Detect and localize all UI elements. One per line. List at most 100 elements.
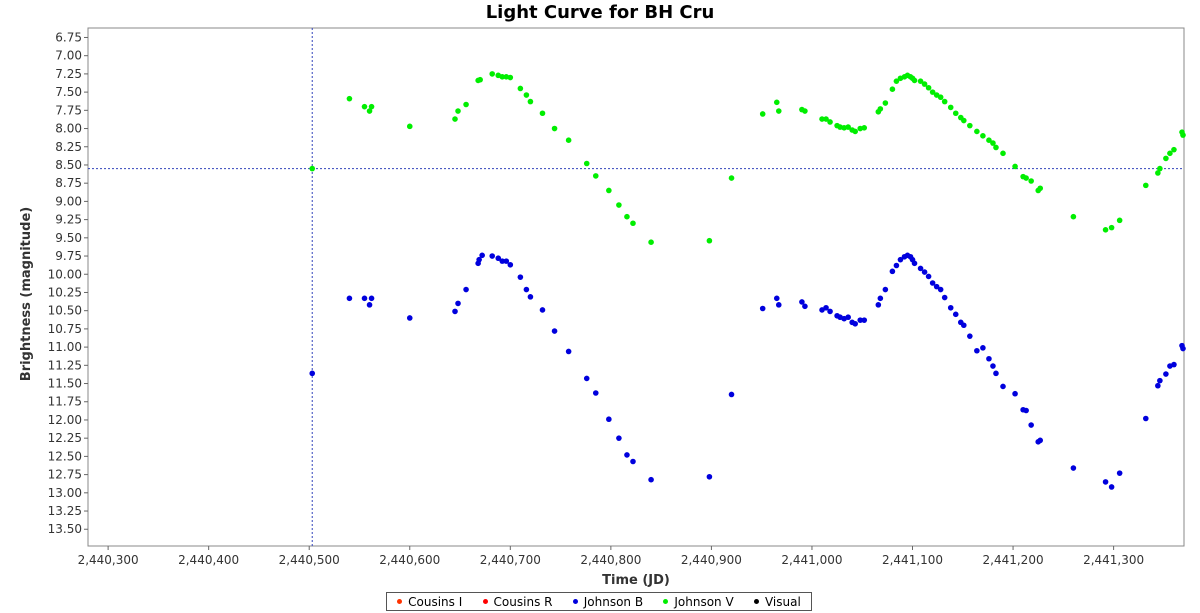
johnson-b-point — [1163, 371, 1169, 377]
johnson-b-point — [823, 304, 829, 311]
johnson-v-point — [1142, 182, 1149, 189]
johnson-b-point — [882, 286, 889, 293]
johnson-b-point — [921, 269, 928, 275]
y-tick-label: 8.75 — [55, 176, 82, 190]
johnson-b-point — [993, 370, 999, 377]
johnson-v-point — [819, 116, 825, 122]
y-tick-label: 10.25 — [48, 285, 82, 299]
x-tick-label: 2,440,600 — [379, 553, 440, 567]
johnson-v-point — [606, 187, 612, 194]
johnson-b-point — [1037, 437, 1044, 444]
x-tick-label: 2,440,700 — [480, 553, 541, 567]
johnson-b-point — [911, 260, 918, 267]
johnson-v-point — [993, 144, 999, 151]
legend-marker-cousins-i — [397, 599, 403, 604]
legend-label: Cousins R — [493, 594, 553, 609]
johnson-v-point — [455, 108, 461, 114]
johnson-v-point — [974, 128, 980, 135]
johnson-b-point — [1108, 484, 1115, 490]
y-tick-label: 9.50 — [55, 231, 82, 245]
johnson-b-point — [346, 295, 353, 302]
johnson-v-point — [1028, 178, 1034, 184]
johnson-v-point — [507, 74, 514, 81]
johnson-b-point — [897, 256, 904, 263]
johnson-v-point — [539, 110, 546, 117]
y-tick-label: 11.50 — [48, 377, 82, 391]
johnson-v-point — [1000, 150, 1006, 157]
johnson-v-point — [616, 202, 622, 208]
johnson-b-point — [630, 458, 636, 465]
johnson-b-point — [463, 286, 469, 293]
johnson-b-point — [592, 390, 599, 396]
johnson-b-point — [517, 274, 524, 280]
johnson-v-point — [624, 213, 630, 220]
y-tick-label: 12.50 — [48, 449, 82, 463]
johnson-b-point — [565, 348, 572, 355]
johnson-v-point — [925, 84, 932, 91]
x-tick-label: 2,440,300 — [78, 553, 139, 567]
johnson-v-point — [990, 140, 996, 146]
johnson-v-point — [917, 78, 924, 84]
legend-marker-johnson-b — [572, 599, 578, 604]
johnson-b-point — [624, 452, 630, 458]
johnson-b-point — [933, 283, 940, 290]
johnson-v-point — [1102, 227, 1109, 233]
johnson-b-point — [877, 295, 884, 302]
johnson-v-point — [630, 220, 636, 227]
y-axis-label: Brightness (magnitude) — [19, 207, 34, 381]
johnson-b-point — [551, 328, 558, 334]
johnson-v-point — [759, 111, 766, 117]
johnson-v-point — [551, 125, 558, 132]
johnson-b-point — [495, 255, 502, 262]
johnson-b-point — [616, 435, 622, 441]
johnson-b-point — [1180, 345, 1186, 352]
johnson-b-point — [489, 253, 496, 259]
johnson-v-point — [406, 123, 413, 130]
johnson-v-point — [368, 103, 375, 110]
johnson-b-point — [925, 273, 932, 280]
johnson-b-point — [406, 315, 413, 321]
legend-item-cousins-i: Cousins I — [397, 595, 462, 609]
johnson-v-point — [648, 239, 654, 245]
johnson-b-point — [309, 370, 316, 377]
johnson-b-point — [452, 308, 458, 315]
johnson-v-point — [1155, 170, 1161, 176]
johnson-b-point — [523, 286, 530, 293]
johnson-v-point — [499, 74, 506, 80]
x-tick-label: 2,440,400 — [178, 553, 239, 567]
johnson-b-point — [937, 286, 944, 293]
johnson-v-point — [1023, 175, 1029, 181]
johnson-b-point — [960, 322, 967, 329]
legend-item-johnson-v: Johnson V — [663, 594, 734, 609]
johnson-b-point — [1171, 361, 1177, 368]
legend-label: Visual — [764, 594, 801, 609]
legend-item-cousins-r: Cousins R — [482, 594, 553, 609]
johnson-v-point — [523, 92, 530, 98]
legend-label: Johnson B — [583, 594, 644, 609]
johnson-b-point — [1028, 422, 1034, 428]
johnson-b-point — [827, 308, 833, 315]
y-tick-label: 13.25 — [48, 504, 82, 518]
johnson-v-point — [775, 108, 782, 114]
johnson-b-point — [499, 258, 506, 264]
y-tick-label: 11.75 — [48, 395, 82, 409]
y-tick-label: 8.25 — [55, 140, 82, 154]
legend-item-johnson-b: Johnson B — [572, 594, 644, 609]
johnson-b-point — [861, 317, 868, 323]
johnson-v-point — [960, 117, 967, 124]
johnson-b-point — [967, 333, 973, 339]
johnson-b-point — [479, 252, 485, 259]
johnson-b-point — [1157, 377, 1163, 384]
johnson-v-point — [1108, 224, 1115, 231]
johnson-v-point — [861, 125, 868, 131]
y-tick-label: 8.00 — [55, 122, 82, 136]
johnson-b-point — [476, 256, 482, 263]
x-axis-label: Time (JD) — [602, 573, 670, 588]
y-tick-label: 7.25 — [55, 67, 82, 81]
johnson-v-point — [893, 78, 900, 84]
johnson-v-point — [1180, 132, 1186, 138]
johnson-b-point — [893, 262, 900, 269]
legend-label: Johnson V — [674, 594, 734, 609]
johnson-v-point — [728, 175, 735, 181]
johnson-v-point — [309, 165, 316, 172]
